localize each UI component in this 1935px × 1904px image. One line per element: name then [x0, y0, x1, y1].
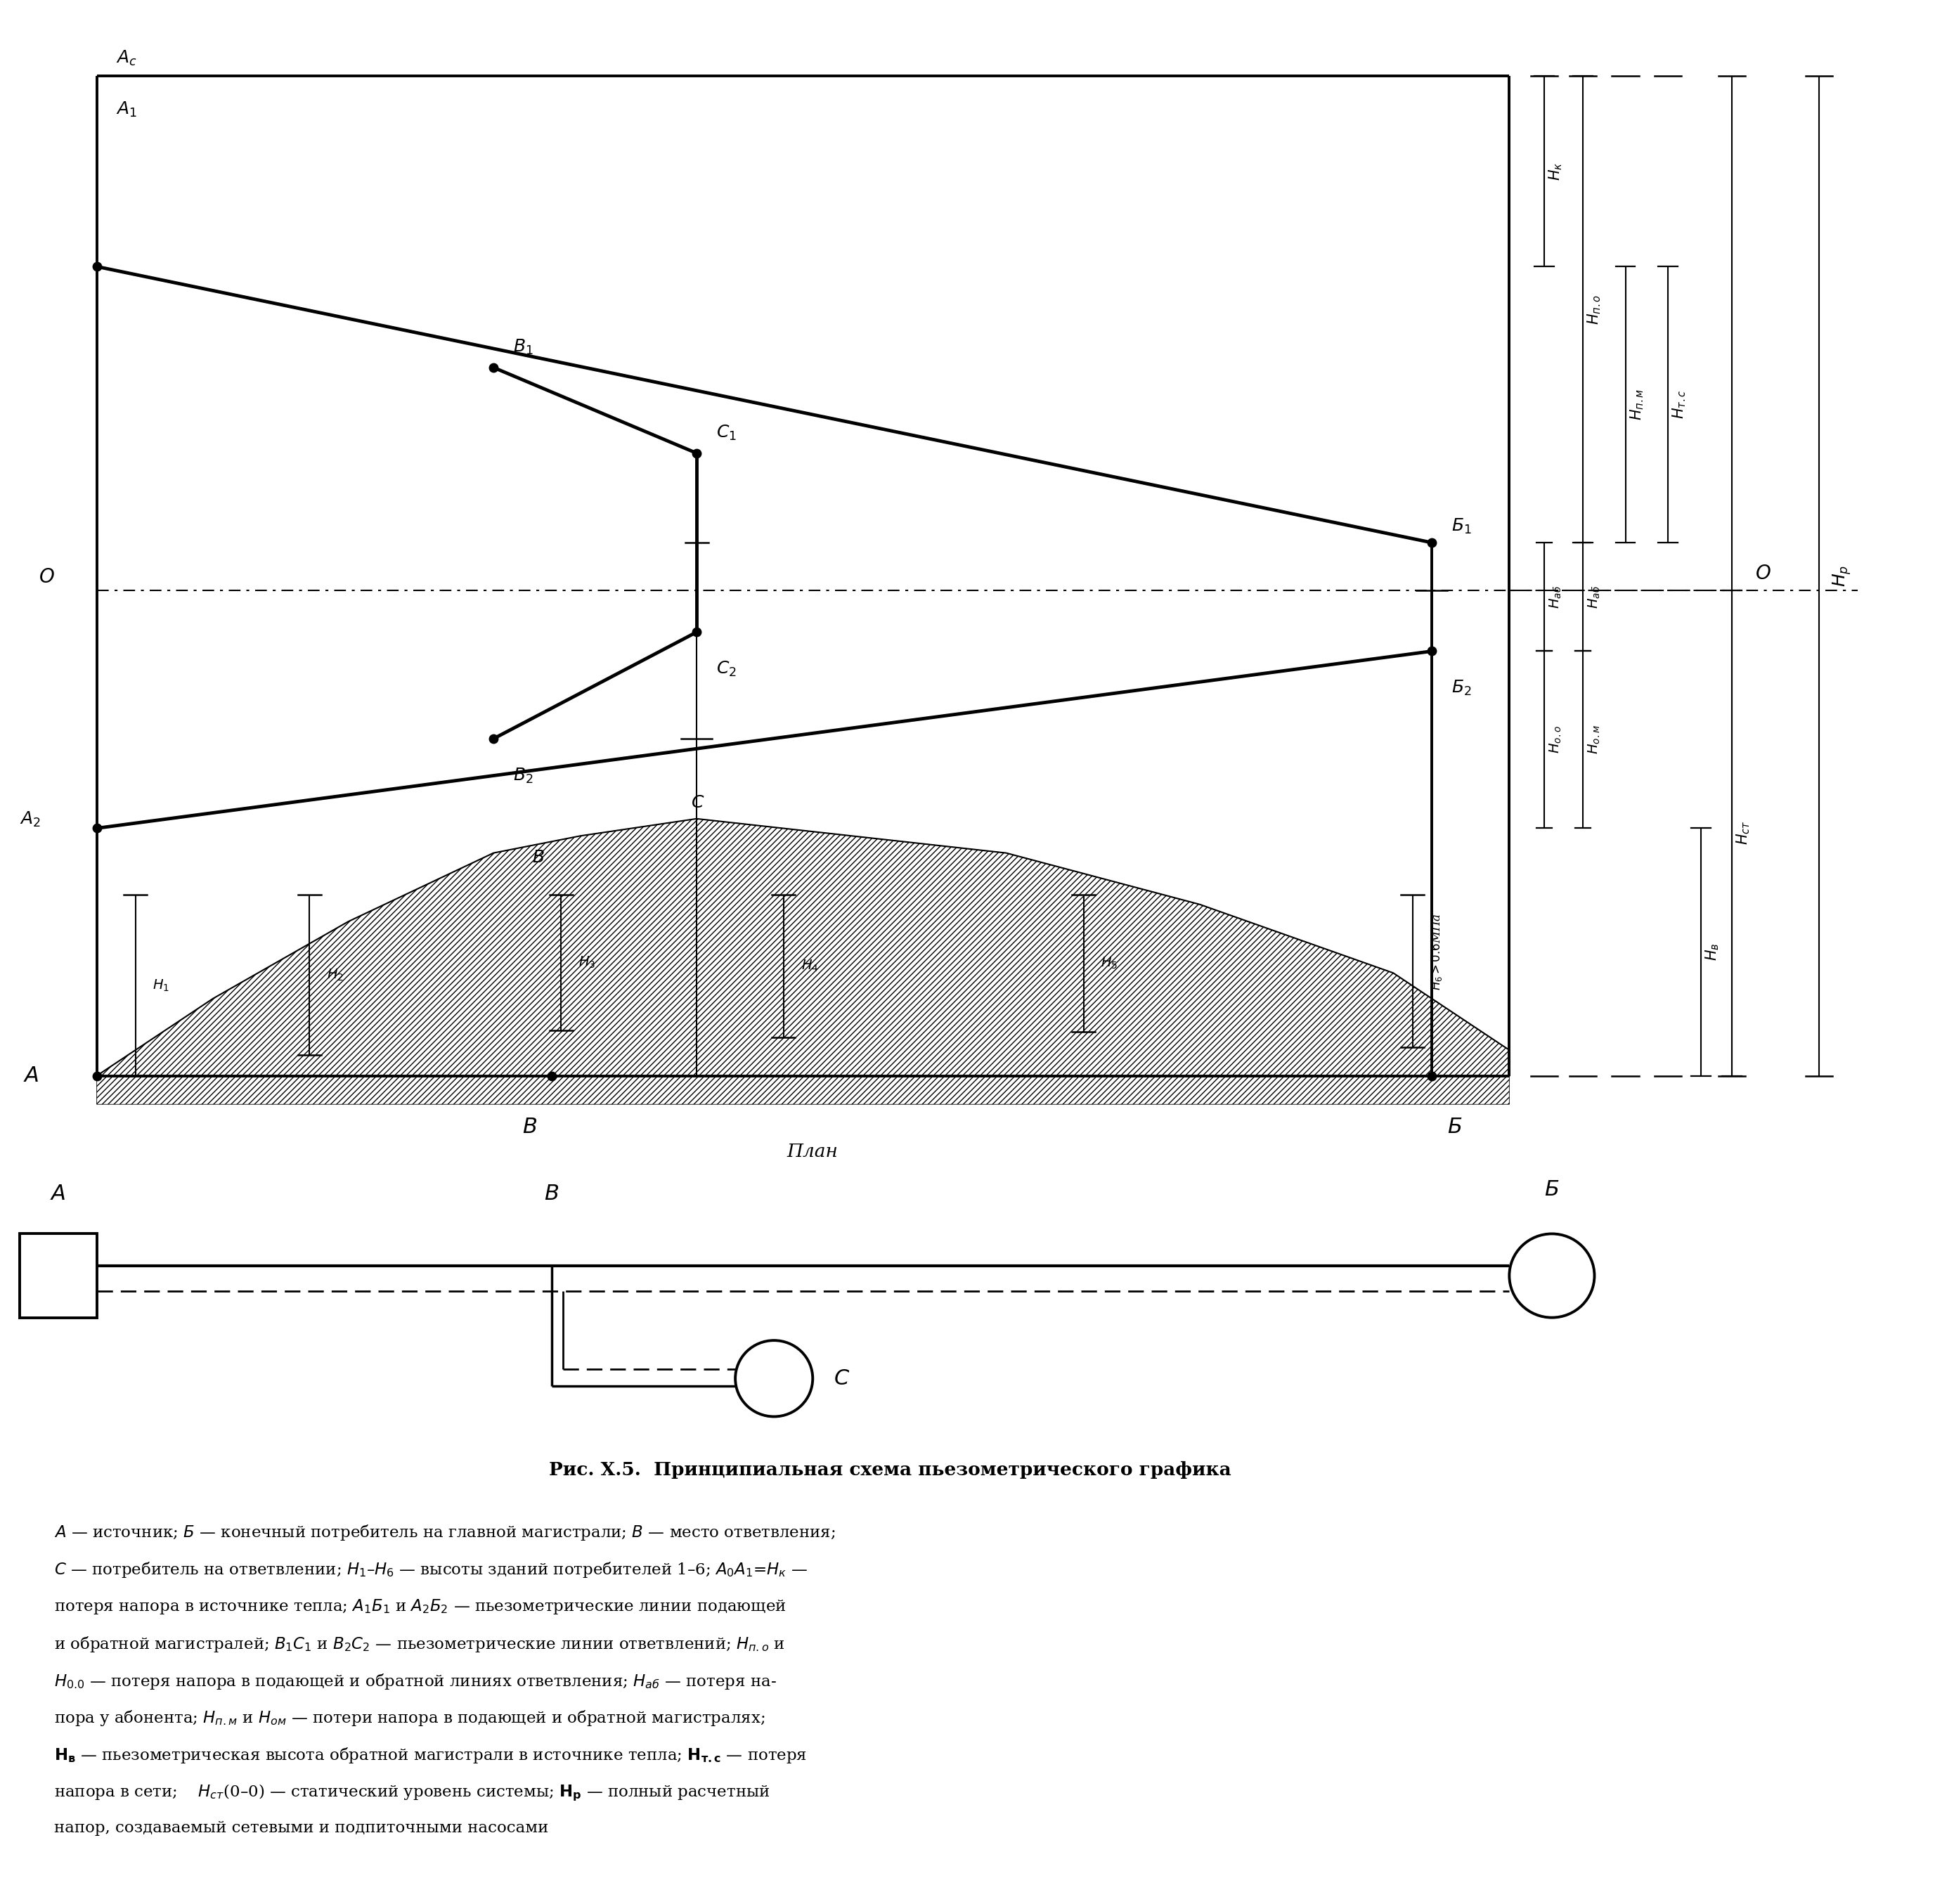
Text: $Б$: $Б$	[1447, 1116, 1463, 1139]
Text: $H_{т.с}$: $H_{т.с}$	[1672, 390, 1687, 419]
Text: $A$: $A$	[23, 1064, 39, 1087]
Text: Рис. Х.5.  Принципиальная схема пьезометрического графика: Рис. Х.5. Принципиальная схема пьезометр…	[550, 1460, 1231, 1479]
Text: $H_{п.о}$: $H_{п.о}$	[1587, 295, 1602, 324]
Text: $B$: $B$	[544, 1182, 559, 1205]
Text: $O$: $O$	[39, 567, 54, 586]
Text: $H_5$: $H_5$	[1101, 956, 1118, 971]
Text: $H_в$: $H_в$	[1705, 942, 1720, 962]
Text: и обратной магистралей; $В_1С_1$ и $В_2С_2$ — пьезометрические линии ответвлений: и обратной магистралей; $В_1С_1$ и $В_2С…	[54, 1634, 786, 1653]
Circle shape	[735, 1340, 813, 1417]
Text: $C_1$: $C_1$	[716, 425, 737, 442]
Text: пора у абонента; $Н_{п.м}$ и $Н_{ом}$ — потери напора в подающей и обратной маги: пора у абонента; $Н_{п.м}$ и $Н_{ом}$ — …	[54, 1710, 764, 1727]
Text: $H_1$: $H_1$	[153, 979, 170, 992]
Bar	[19, 1234, 97, 1318]
Text: $Б_2$: $Б_2$	[1451, 680, 1471, 697]
Text: $\mathbf{Н_в}$ — пьезометрическая высота обратной магистрали в источнике тепла; : $\mathbf{Н_в}$ — пьезометрическая высота…	[54, 1746, 807, 1765]
Text: $H_{о.м}$: $H_{о.м}$	[1587, 725, 1602, 754]
Text: $H_{ст}$: $H_{ст}$	[1736, 821, 1751, 845]
Text: План: План	[788, 1142, 838, 1161]
Text: $A_c$: $A_c$	[116, 50, 137, 67]
Text: $A_2$: $A_2$	[19, 811, 41, 828]
Text: $Б$: $Б$	[1544, 1179, 1560, 1201]
Text: $H_р$: $H_р$	[1831, 565, 1854, 586]
Text: $H_к$: $H_к$	[1548, 162, 1563, 181]
Text: $B_1$: $B_1$	[513, 339, 532, 356]
Text: $C$: $C$	[691, 794, 704, 811]
Circle shape	[1509, 1234, 1594, 1318]
Text: $B_2$: $B_2$	[513, 767, 532, 784]
Text: $B$: $B$	[532, 849, 544, 866]
Text: $B$: $B$	[522, 1116, 538, 1139]
Text: напора в сети;    $H_{ст}$(0–0) — статический уровень системы; $\mathbf{Н_р}$ — : напора в сети; $H_{ст}$(0–0) — статическ…	[54, 1782, 770, 1803]
Text: $С$ — потребитель на ответвлении; $Н_1$–$Н_6$ — высоты зданий потребителей 1–6; : $С$ — потребитель на ответвлении; $Н_1$–…	[54, 1561, 807, 1578]
Text: напор, создаваемый сетевыми и подпиточными насосами: напор, создаваемый сетевыми и подпиточны…	[54, 1820, 548, 1835]
Text: $A_1$: $A_1$	[116, 101, 137, 118]
Text: $A$: $A$	[50, 1182, 66, 1205]
Text: $H_{о.о}$: $H_{о.о}$	[1548, 725, 1563, 754]
Text: $H_3$: $H_3$	[579, 956, 596, 969]
Text: $H_2$: $H_2$	[327, 967, 344, 982]
Text: $C$: $C$	[834, 1367, 849, 1390]
Text: $O$: $O$	[1755, 564, 1771, 583]
Text: $H_{аб}$: $H_{аб}$	[1587, 585, 1602, 609]
Text: $C_2$: $C_2$	[716, 661, 735, 678]
Text: $A$ — источник; $Б$ — конечный потребитель на главной магистрали; $B$ — место от: $A$ — источник; $Б$ — конечный потребите…	[54, 1523, 836, 1542]
Polygon shape	[97, 819, 1509, 1104]
Text: $H_{п.м}$: $H_{п.м}$	[1629, 388, 1645, 421]
Text: $Н_{0.0}$ — потеря напора в подающей и обратной линиях ответвления; $H_{аб}$ — п: $Н_{0.0}$ — потеря напора в подающей и о…	[54, 1672, 776, 1691]
Text: $H_4$: $H_4$	[801, 960, 819, 973]
Text: $H_{аб}$: $H_{аб}$	[1548, 585, 1563, 609]
Text: $H_6{>}0.6$МПа: $H_6{>}0.6$МПа	[1430, 914, 1444, 990]
Text: $Б_1$: $Б_1$	[1451, 518, 1471, 535]
Text: потеря напора в источнике тепла; $А_1Б_1$ и $А_2Б_2$ — пьезометрические линии по: потеря напора в источнике тепла; $А_1Б_1…	[54, 1597, 786, 1616]
